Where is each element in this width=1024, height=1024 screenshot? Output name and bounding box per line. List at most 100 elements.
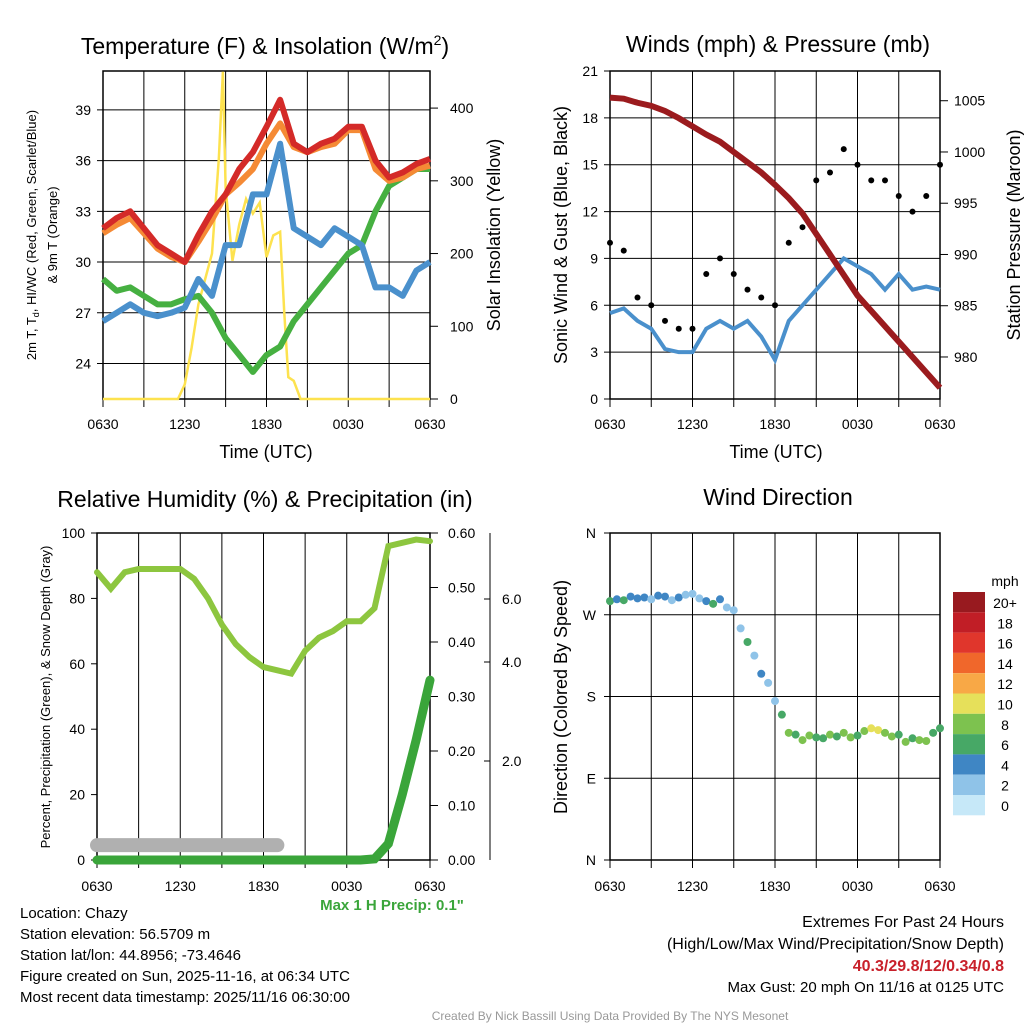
y2-tick-label: 0.30 [448, 689, 475, 705]
y-tick-label: 36 [75, 153, 91, 169]
y-tick-label: 21 [582, 63, 598, 79]
panel1-xlabel: Time (UTC) [219, 442, 312, 462]
legend-label: 14 [997, 656, 1013, 672]
x-tick-label: 0630 [924, 878, 955, 894]
y-tick-label: 100 [62, 525, 86, 541]
latlon-text: Station lat/lon: 44.8956; -73.4646 [20, 947, 242, 964]
x-tick-label: 0030 [333, 416, 364, 432]
x-tick-label: 0630 [414, 416, 445, 432]
legend-swatch [953, 795, 985, 816]
gust-point [620, 247, 627, 254]
y-tick-label: 20 [69, 787, 85, 803]
temp-series-line [101, 166, 430, 375]
gust-point [813, 177, 820, 184]
y-tick-label: 9 [590, 250, 598, 266]
x-tick-label: 1830 [248, 878, 279, 894]
wind-direction-point [929, 728, 938, 737]
y-tick-label: 6 [590, 297, 598, 313]
wind-direction-point [839, 728, 848, 737]
legend-label: 8 [1001, 717, 1009, 733]
wind-direction-point [681, 590, 690, 599]
insolation-line [103, 71, 430, 401]
wind-direction-point [777, 710, 786, 719]
gust-point [868, 177, 875, 184]
y2-tick-label: 990 [954, 246, 978, 262]
wind-direction-point [832, 732, 841, 741]
legend-swatch [953, 652, 985, 674]
panel1-ylabel: 2m T, Td, HI/WC (Red, Green, Scarlet/Blu… [24, 110, 41, 360]
gust-point [730, 271, 737, 278]
y2-tick-label: 980 [954, 349, 978, 365]
wind-direction-point [805, 731, 814, 740]
legend-label: 10 [997, 697, 1013, 713]
station-info: Location: Chazy Station elevation: 56.57… [20, 903, 350, 1008]
x-tick-label: 1830 [251, 416, 282, 432]
wind-direction-point [647, 595, 656, 604]
wind-direction-point [743, 638, 752, 646]
x-tick-label: 0630 [594, 878, 625, 894]
legend-swatch [953, 754, 985, 775]
y-tick-label: 30 [75, 254, 91, 270]
gust-point [882, 177, 888, 184]
wind-direction-point [901, 737, 910, 746]
legend-swatch [953, 673, 985, 694]
legend-label: 0 [1001, 798, 1009, 814]
legend-label: 4 [1001, 757, 1009, 773]
temp-series-line [101, 140, 432, 324]
rh-line [94, 536, 433, 678]
panel2-xlabel: Time (UTC) [729, 442, 822, 462]
legend-label: 16 [997, 636, 1013, 652]
wind-direction-point [894, 730, 903, 739]
y2-tick-label: 985 [954, 298, 978, 314]
y3-tick-label: 4.0 [502, 654, 522, 670]
gust-point [648, 302, 655, 309]
panel4-title: Wind Direction [703, 484, 853, 510]
plot-frame [102, 70, 431, 400]
gust-point [662, 317, 668, 324]
wind-direction-point [860, 727, 869, 736]
y-tick-label: 0 [77, 852, 85, 868]
wind-direction-point [887, 732, 896, 741]
gust-point [854, 161, 861, 168]
wind-direction-point [729, 606, 738, 615]
y-tick-label: 60 [69, 656, 85, 672]
legend-swatch [953, 612, 985, 633]
gust-point [827, 169, 833, 176]
extremes-values: 40.3/29.8/12/0.34/0.8 [852, 958, 1004, 975]
max-gust-text: Max Gust: 20 mph On 11/16 at 0125 UTC [727, 979, 1004, 996]
legend-swatch [953, 592, 985, 613]
y3-tick-label: 2.0 [502, 753, 522, 769]
extremes-subtitle: (High/Low/Max Wind/Precipitation/Snow De… [666, 936, 1004, 953]
y-tick-label: 12 [582, 204, 598, 220]
gust-point [785, 239, 792, 246]
wind-direction-point [709, 599, 718, 608]
gust-point [772, 302, 778, 309]
credit-text: Created By Nick Bassill Using Data Provi… [431, 1009, 789, 1023]
y-tick-label: N [586, 852, 596, 868]
gust-point [840, 146, 847, 153]
y2-tick-label: 200 [450, 246, 474, 262]
gust-point [675, 325, 682, 332]
extremes-block: Extremes For Past 24 Hours (High/Low/Max… [667, 912, 1004, 998]
y-tick-label: 33 [75, 203, 91, 219]
y2-tick-label: 0.10 [448, 798, 475, 814]
panel2-y2label: Station Pressure (Maroon) [1004, 129, 1024, 340]
wind-direction-point [936, 724, 944, 733]
y2-tick-label: 400 [450, 100, 474, 116]
y-tick-label: 27 [75, 305, 91, 321]
x-tick-label: 0630 [594, 416, 625, 432]
legend-swatch [953, 774, 985, 795]
y2-tick-label: 0.00 [448, 852, 475, 868]
y2-tick-label: 0 [450, 391, 458, 407]
y-tick-label: 15 [582, 157, 598, 173]
x-tick-label: 0030 [331, 878, 362, 894]
wind-direction-point [626, 592, 635, 601]
location-text: Location: Chazy [20, 905, 128, 922]
wind-direction-point [853, 731, 862, 740]
y-tick-label: 39 [75, 102, 91, 118]
wind-direction-point [640, 593, 649, 602]
y2-tick-label: 100 [450, 318, 474, 334]
wind-direction-point [798, 736, 807, 745]
wind-direction-point [846, 733, 855, 742]
x-tick-label: 1230 [165, 878, 196, 894]
